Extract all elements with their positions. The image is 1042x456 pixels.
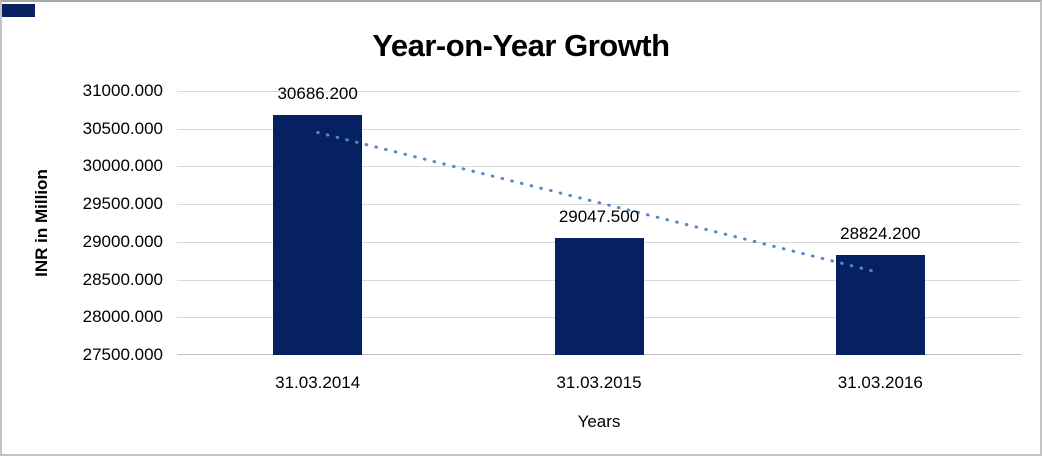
gridline [177,91,1021,92]
x-axis-title: Years [577,412,621,431]
chart-title: Year-on-Year Growth [372,28,670,63]
y-tick-label: 27500.000 [82,345,163,364]
gridline [177,166,1021,168]
corner-artifact-block [2,4,35,17]
x-tick-label: 31.03.2015 [556,373,642,392]
y-tick-label: 28000.000 [82,307,163,327]
data-label: 30686.200 [277,83,358,103]
bar-31.03.2016 [835,255,925,355]
data-label: 29047.500 [558,207,640,227]
x-tick-label: 31.03.2016 [837,373,923,392]
y-tick-label: 29500.000 [82,194,163,214]
trendline [316,130,882,275]
gridline [177,204,1021,206]
y-tick-label: 30000.000 [82,156,163,176]
y-axis-title: INR in Million [32,169,51,277]
data-label: 28824.200 [840,224,921,244]
x-tick-label: 31.03.2014 [275,373,361,392]
bar-31.03.2015 [554,238,644,355]
y-tick-label: 28500.000 [82,269,163,289]
y-tick-label: 30500.000 [82,118,163,138]
y-tick-label: 29000.000 [82,231,163,251]
y-tick-label: 31000.000 [82,81,163,100]
gridline [177,128,1021,130]
bar-31.03.2014 [273,114,363,355]
plot-area [177,91,1021,355]
